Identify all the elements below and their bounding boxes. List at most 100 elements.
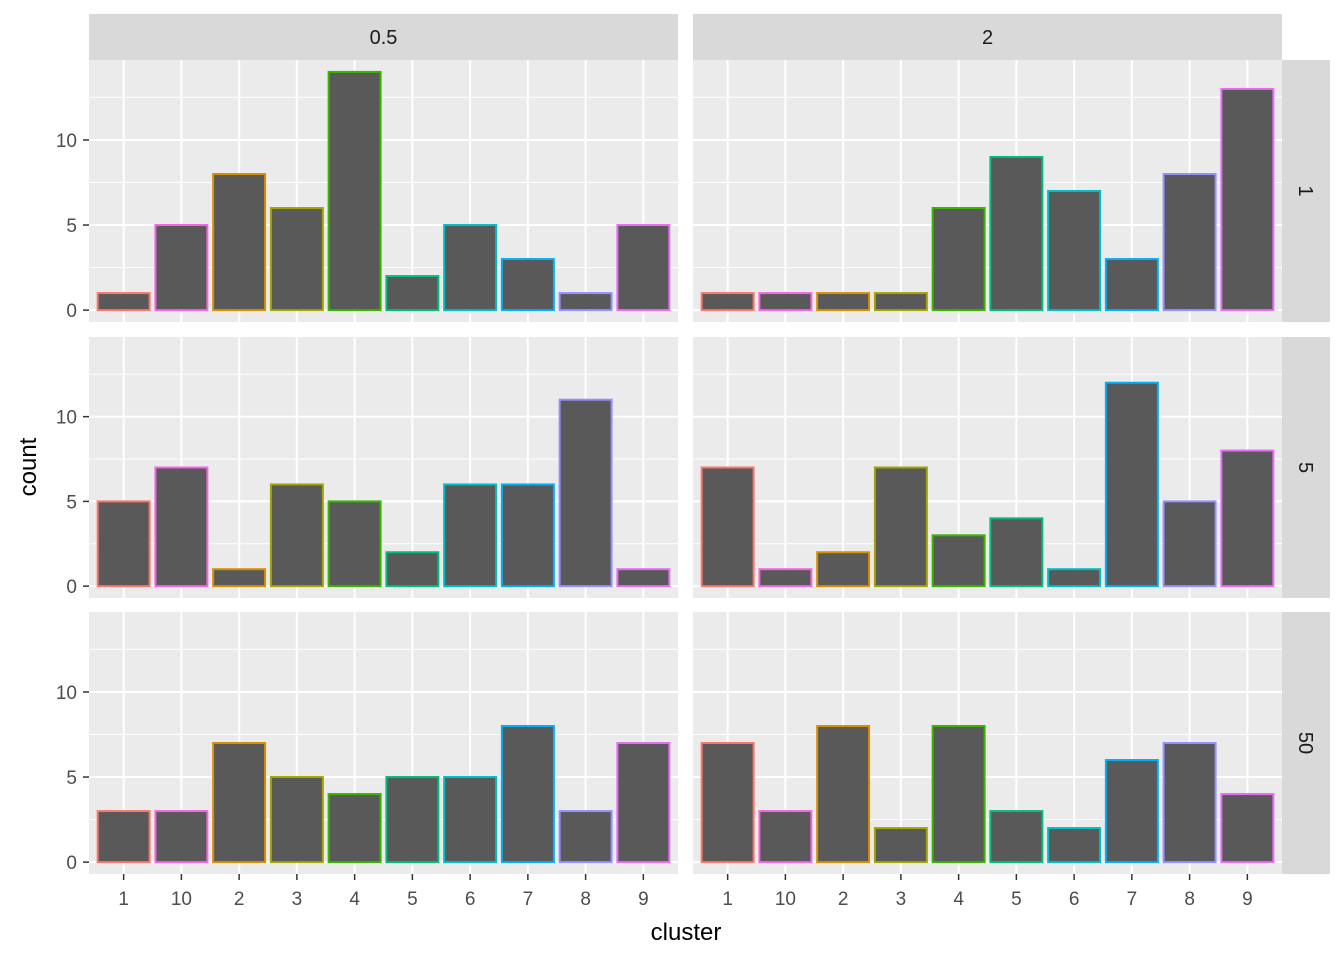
bar-4: [327, 500, 382, 588]
bar-1: [700, 466, 755, 588]
x-tick-label: 2: [234, 889, 245, 910]
bar-4: [931, 207, 986, 312]
bar-7: [500, 258, 555, 312]
bar-10: [758, 292, 813, 312]
bar-4: [931, 724, 986, 864]
x-tick-label: 7: [523, 889, 534, 910]
x-tick-label: 3: [292, 889, 303, 910]
bar-2: [212, 742, 267, 864]
bar-10: [154, 810, 209, 864]
bar-1: [700, 292, 755, 312]
y-tick-label: 10: [56, 131, 77, 152]
bar-3: [873, 827, 928, 864]
bar-9: [616, 742, 671, 864]
bar-7: [500, 724, 555, 864]
row-strip-5: [1282, 337, 1330, 598]
y-tick-label: 10: [56, 408, 77, 429]
row-strip-1: [1282, 60, 1330, 322]
bar-5: [385, 275, 440, 312]
col-strip-0.5: [89, 14, 678, 60]
bar-1: [96, 810, 151, 864]
panel-1-0.5: [89, 60, 678, 322]
bar-8: [1162, 172, 1217, 312]
panels: [89, 60, 1282, 874]
panel-5-2: [693, 337, 1282, 598]
x-tick-label: 6: [1069, 889, 1080, 910]
bar-2: [212, 568, 267, 588]
x-tick-label: 4: [953, 889, 964, 910]
bar-7: [1104, 258, 1159, 312]
y-tick-label: 5: [66, 492, 77, 513]
x-tick-label: 1: [118, 889, 129, 910]
bar-5: [385, 776, 440, 864]
bar-3: [269, 776, 324, 864]
y-tick-label: 0: [66, 577, 77, 598]
y-tick-label: 5: [66, 216, 77, 237]
bar-10: [154, 466, 209, 588]
bar-9: [1220, 87, 1275, 312]
y-axes: 0 5 10 0 5 10 0 5 10: [56, 131, 89, 874]
row-strip-label: 5: [1294, 462, 1316, 473]
bar-10: [758, 810, 813, 864]
bar-4: [327, 70, 382, 312]
bar-7: [500, 483, 555, 588]
x-tick-label: 4: [349, 889, 360, 910]
x-tick-label: 9: [638, 889, 649, 910]
x-tick-label: 8: [580, 889, 591, 910]
bar-1: [96, 500, 151, 588]
y-tick-label: 5: [66, 768, 77, 789]
bar-2: [212, 172, 267, 312]
bar-8: [558, 810, 613, 864]
bar-10: [758, 568, 813, 588]
bar-6: [443, 483, 498, 588]
bar-3: [873, 466, 928, 588]
y-axis-title: count: [15, 437, 42, 496]
bar-2: [816, 551, 871, 588]
row-strip-label: 1: [1294, 185, 1316, 196]
x-axes: 1 10 2 3 4 5 6 7 8 9 1 10 2 3 4 5 6 7 8 9: [118, 874, 1253, 910]
x-tick-label: 2: [838, 889, 849, 910]
y-tick-label: 0: [66, 301, 77, 322]
bar-5: [989, 517, 1044, 588]
x-axis-title: cluster: [651, 919, 722, 946]
bar-6: [443, 776, 498, 864]
bar-9: [616, 568, 671, 588]
y-tick-label: 0: [66, 853, 77, 874]
bar-6: [1047, 568, 1102, 588]
column-strips: 0.5 2: [89, 14, 1282, 60]
bar-8: [1162, 742, 1217, 864]
bar-4: [931, 534, 986, 588]
panel-5-0.5: [89, 337, 678, 598]
x-tick-label: 1: [722, 889, 733, 910]
panel-1-2: [693, 60, 1282, 322]
x-tick-label: 10: [775, 889, 796, 910]
col-strip-label: 2: [982, 27, 993, 49]
col-strip-label: 0.5: [370, 27, 398, 49]
bar-2: [816, 292, 871, 312]
col-strip-2: [693, 14, 1282, 60]
panel-50-2: [693, 612, 1282, 874]
bar-10: [154, 224, 209, 312]
bar-2: [816, 724, 871, 864]
bar-5: [385, 551, 440, 588]
bar-4: [327, 793, 382, 864]
row-strip-label: 50: [1294, 732, 1316, 754]
bar-6: [1047, 190, 1102, 312]
bar-3: [269, 483, 324, 588]
x-tick-label: 5: [407, 889, 418, 910]
bar-3: [873, 292, 928, 312]
row-strip-50: [1282, 612, 1330, 874]
bar-5: [989, 810, 1044, 864]
bar-8: [558, 398, 613, 588]
bar-7: [1104, 759, 1159, 864]
panel-50-0.5: [89, 612, 678, 874]
bar-9: [1220, 449, 1275, 588]
bar-1: [700, 742, 755, 864]
y-tick-label: 10: [56, 683, 77, 704]
bar-3: [269, 207, 324, 312]
bar-7: [1104, 381, 1159, 588]
bar-9: [616, 224, 671, 312]
bar-8: [1162, 500, 1217, 588]
